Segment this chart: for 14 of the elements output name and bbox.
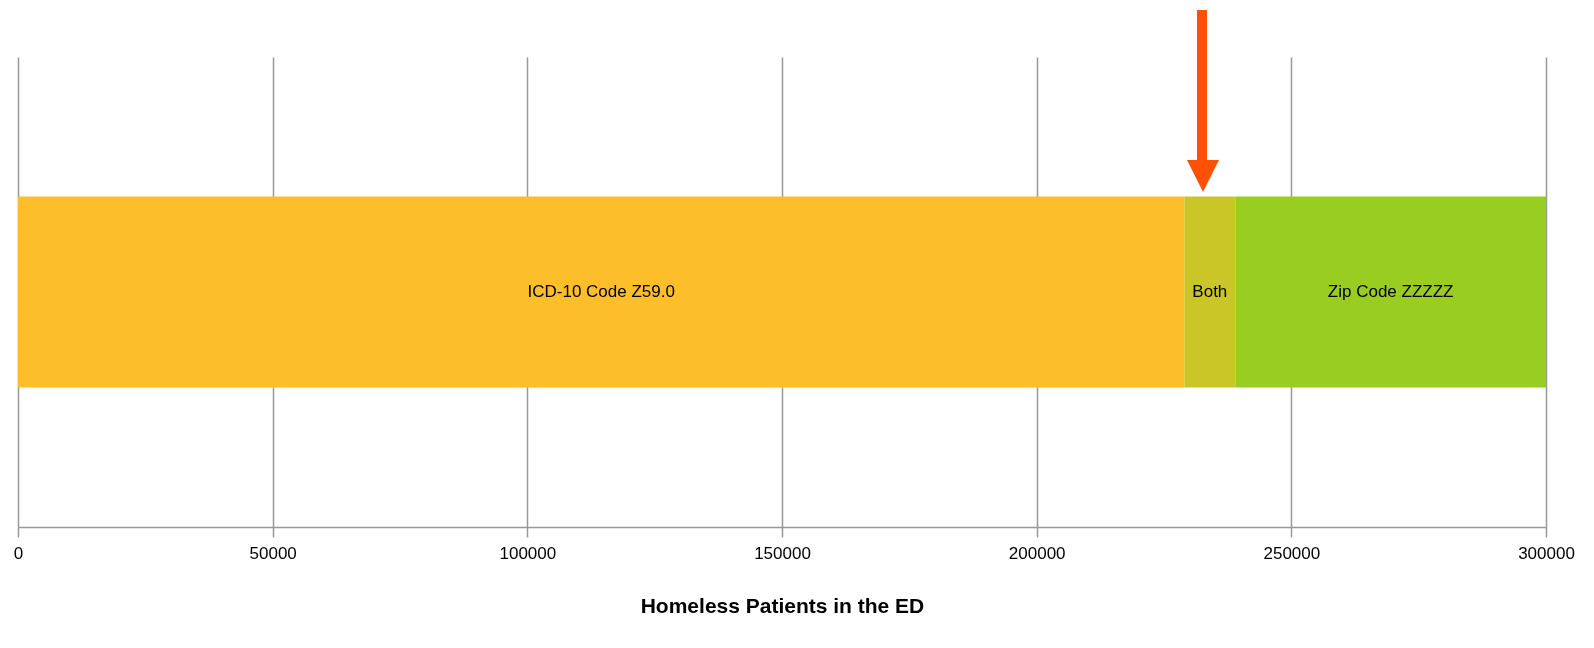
x-tick-label: 50000 — [249, 543, 297, 563]
bar — [1184, 196, 1236, 388]
x-tick-label: 100000 — [499, 543, 557, 563]
bar — [18, 196, 1185, 388]
bar — [1235, 196, 1546, 388]
x-tick-label: 200000 — [1008, 543, 1066, 563]
x-tick-label: 250000 — [1263, 543, 1321, 563]
series-label: Both — [1192, 282, 1228, 301]
x-tick-label: 300000 — [1518, 543, 1575, 563]
x-tick-label: 150000 — [754, 543, 811, 563]
x-tick-label: 0 — [13, 543, 24, 563]
x-axis-title: Homeless Patients in the ED — [640, 593, 925, 617]
series-label: Zip Code ZZZZZ — [1327, 282, 1454, 301]
series-label: ICD-10 Code Z59.0 — [527, 282, 675, 301]
